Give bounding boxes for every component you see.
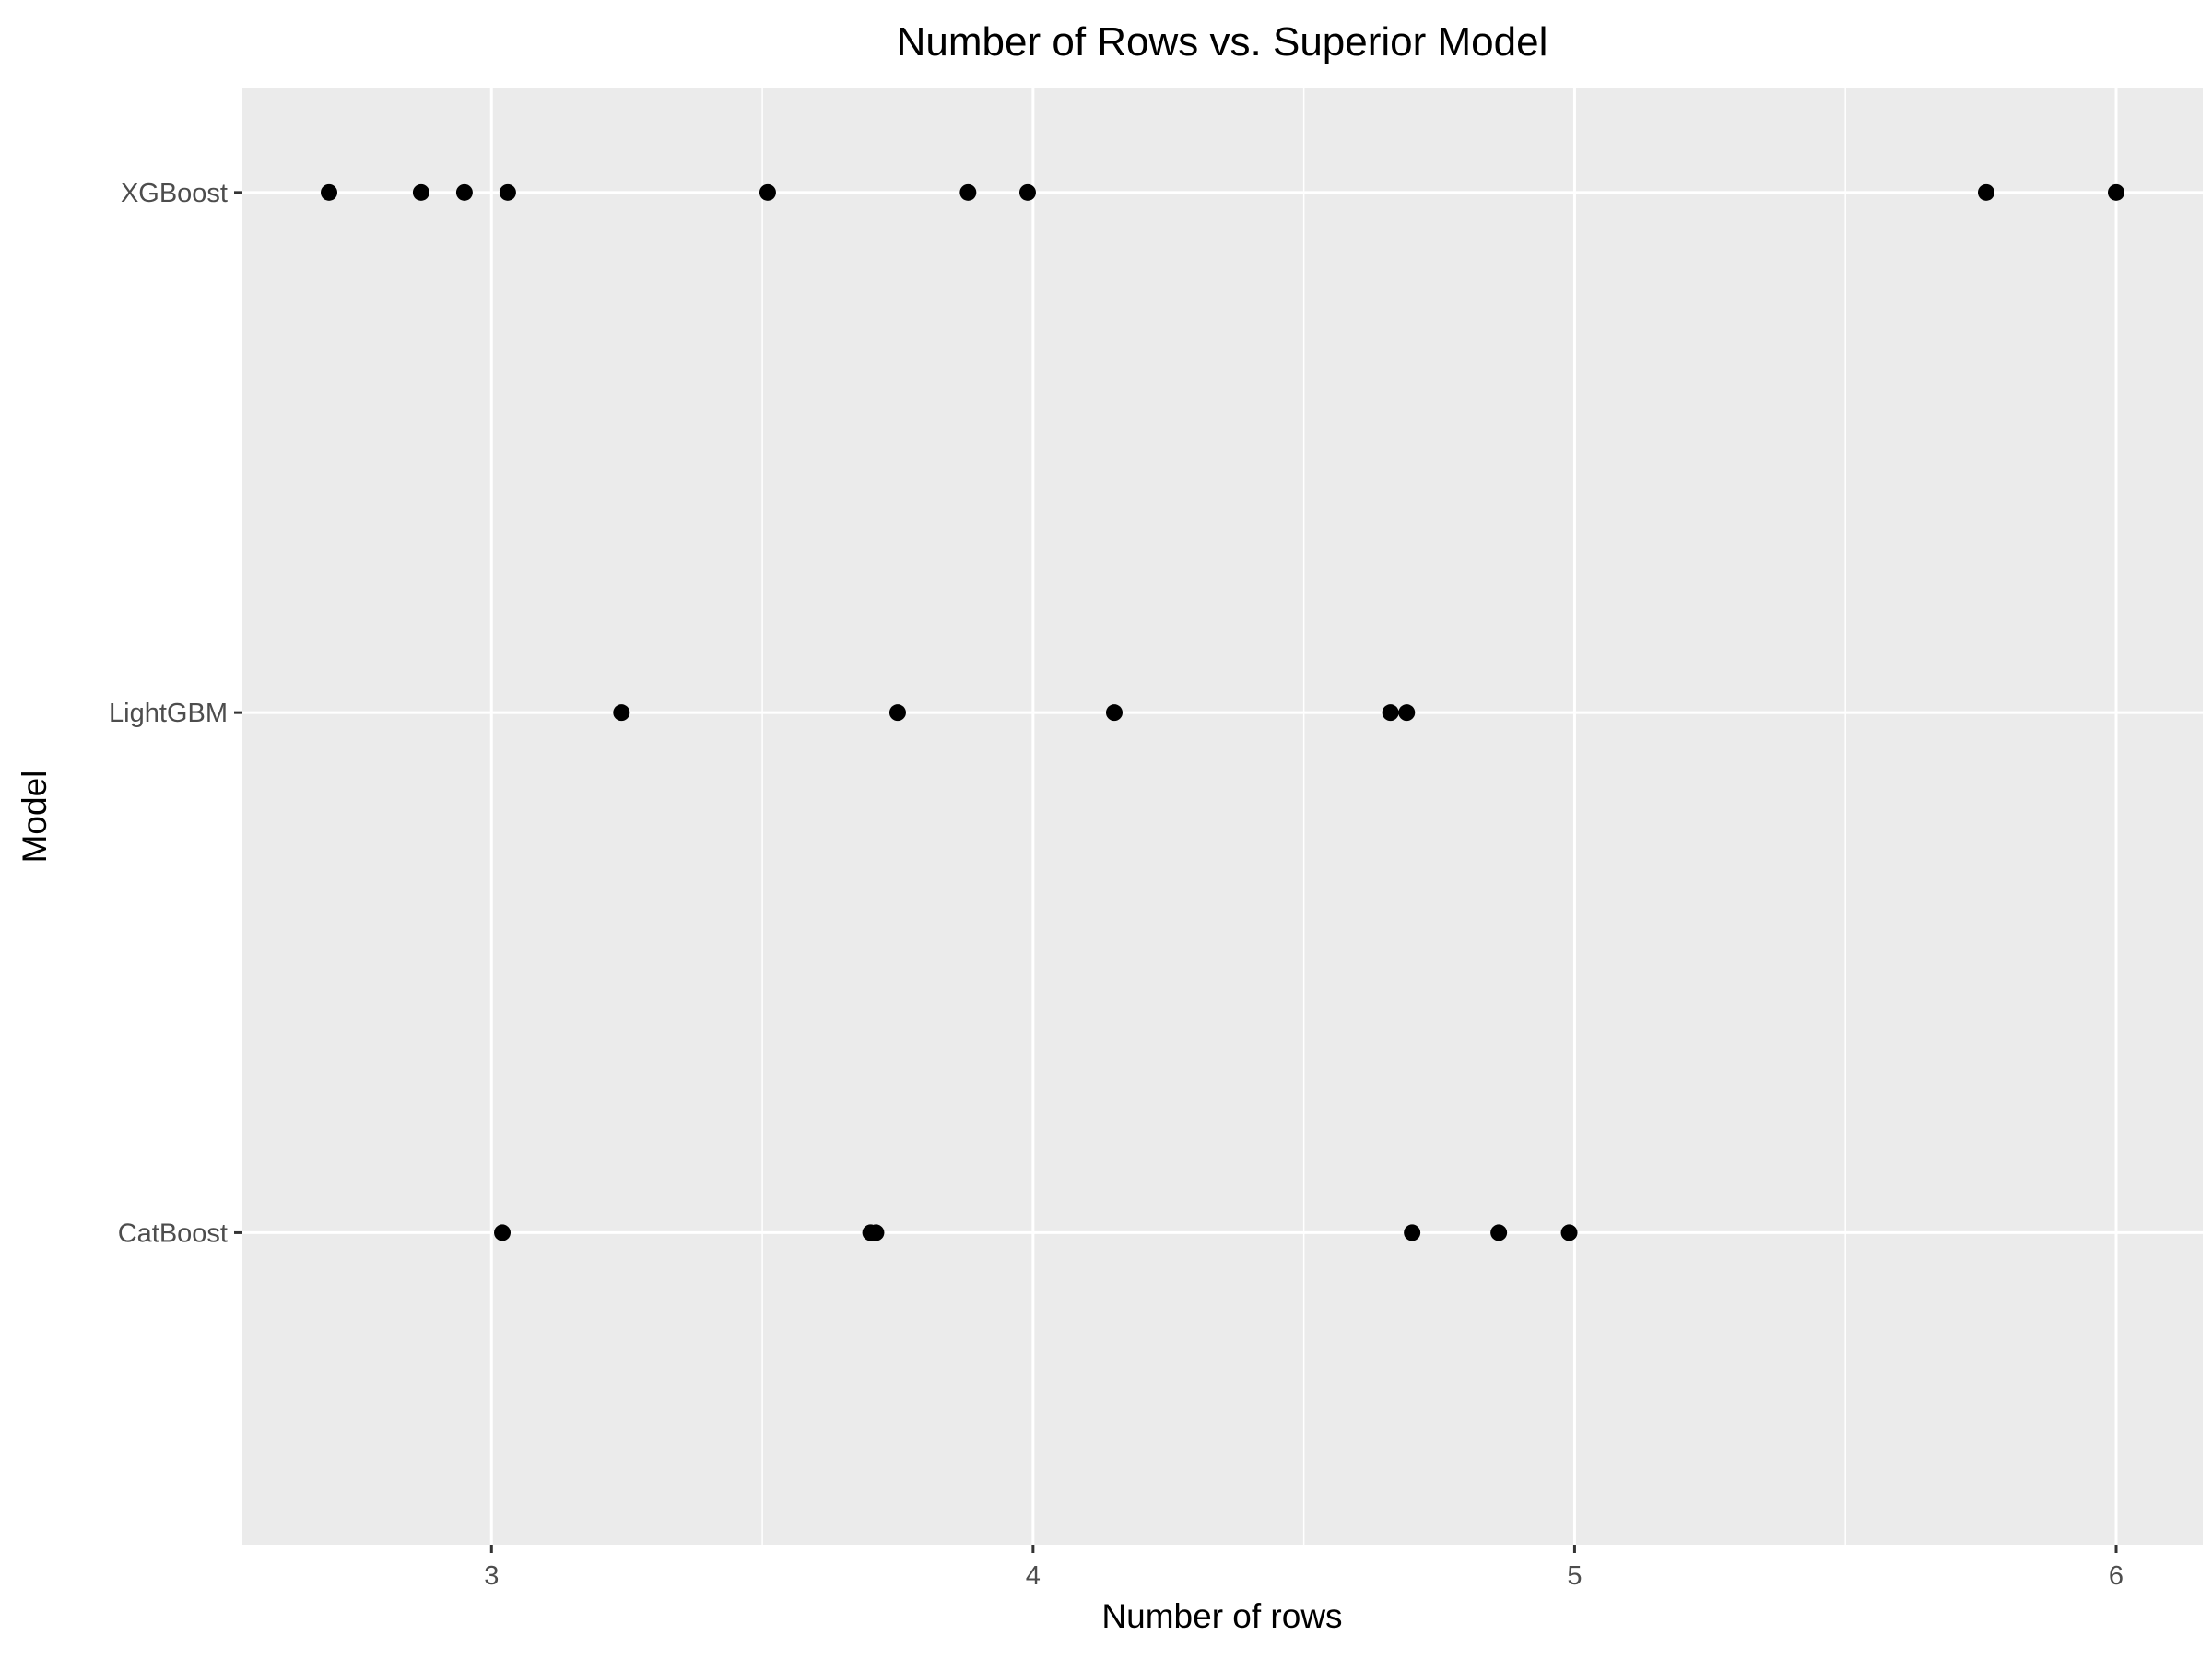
data-point [1404, 1224, 1421, 1241]
data-point [1977, 183, 1994, 201]
data-point [2107, 183, 2124, 201]
data-point [1398, 704, 1416, 722]
data-point [455, 183, 473, 201]
data-point [759, 183, 776, 201]
data-point [1105, 704, 1123, 722]
x-tick-label: 6 [2109, 1561, 2124, 1591]
data-point [867, 1224, 885, 1241]
points-layer [321, 183, 2124, 1241]
data-point [888, 704, 906, 722]
y-tick-label: LightGBM [109, 699, 228, 728]
y-tick-label: CatBoost [118, 1218, 228, 1248]
data-point [494, 1224, 512, 1241]
data-point [1382, 704, 1399, 722]
data-point [321, 183, 338, 201]
data-point [499, 183, 516, 201]
data-point [1490, 1224, 1508, 1241]
x-tick-label: 3 [484, 1561, 499, 1591]
y-axis-title: Model [16, 771, 53, 864]
data-point [1560, 1224, 1578, 1241]
data-point [412, 183, 429, 201]
data-point [959, 183, 977, 201]
x-axis-title: Number of rows [1101, 1597, 1342, 1635]
y-tick-label: XGBoost [121, 179, 228, 208]
chart-title: Number of Rows vs. Superior Model [897, 19, 1548, 65]
x-tick-label: 5 [1567, 1561, 1582, 1591]
grid-layer [242, 88, 2203, 1545]
x-tick-label: 4 [1026, 1561, 1041, 1591]
plot-panel [242, 88, 2203, 1545]
data-point [613, 704, 630, 722]
data-point [1018, 183, 1036, 201]
axis-layer: 3 4 5 6 CatBoost LightGBM XGBoost [109, 179, 2124, 1591]
